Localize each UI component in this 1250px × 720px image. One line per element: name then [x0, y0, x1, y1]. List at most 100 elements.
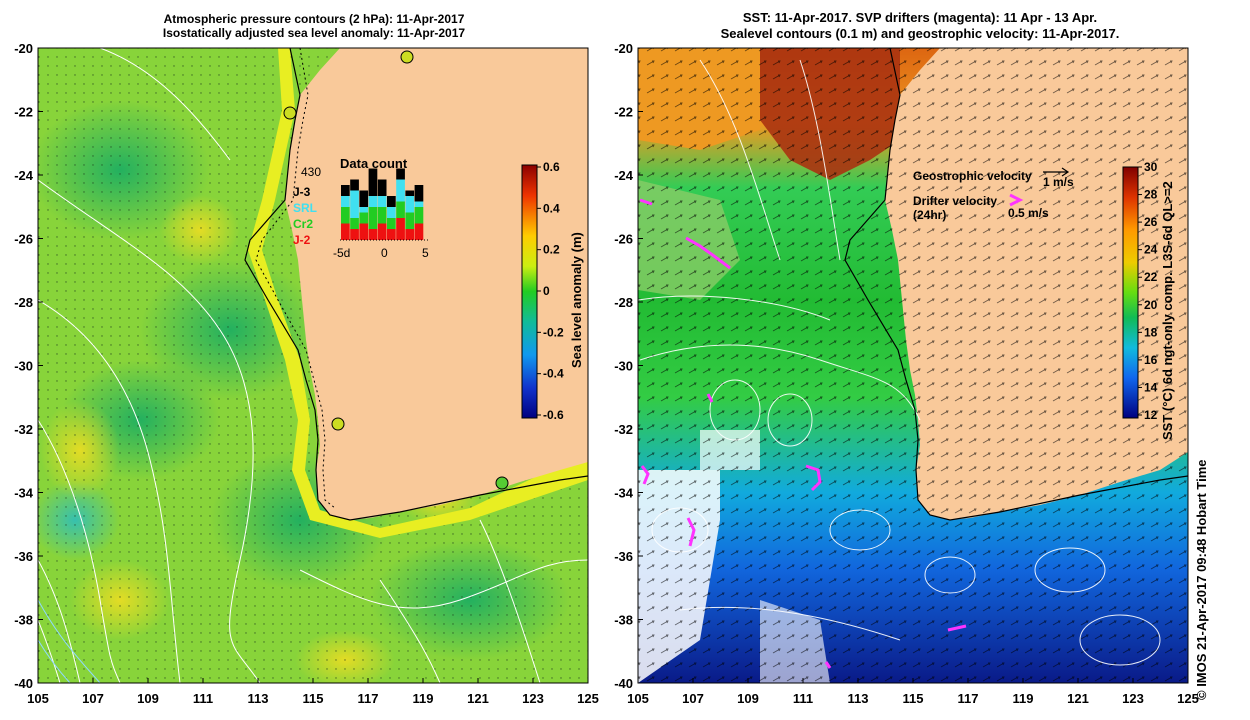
count-bar-cr2	[414, 207, 424, 224]
lon-tick-label: 105	[627, 691, 649, 706]
lon-tick-label: 113	[248, 691, 269, 706]
lat-tick-label: -32	[14, 422, 33, 437]
drifter-label-period: (24hr)	[913, 208, 946, 222]
count-bar-j2	[414, 223, 424, 240]
colorbar-tick-label: 26	[1144, 215, 1158, 229]
count-bar-j3	[405, 190, 415, 196]
lat-tick-label: -22	[614, 105, 633, 120]
colorbar-tick-label: 14	[1144, 380, 1158, 394]
sst-colorbar-ticks: 30 28 26 24 22 20 18 16 14 12	[1138, 160, 1158, 422]
lat-tick-label: -28	[14, 295, 33, 310]
count-bar-cr2	[359, 212, 369, 224]
legend-cr2: Cr2	[293, 217, 313, 231]
colorbar-tick-label: -0.6	[543, 408, 564, 422]
right-map-title: SST: 11-Apr-2017. SVP drifters (magenta)…	[620, 10, 1220, 42]
lat-tick-label: -40	[14, 676, 33, 691]
colorbar-tick-label: 0	[543, 284, 550, 298]
count-bar-j3	[341, 185, 350, 196]
coastal-anomaly-band	[248, 48, 588, 538]
colorbar-tick-label: 12	[1144, 408, 1158, 422]
tide-gauge-marker[interactable]	[400, 50, 414, 64]
count-bar-j2	[341, 223, 350, 240]
lon-tick-label: 119	[413, 691, 434, 706]
lat-tick-label: -20	[614, 41, 633, 56]
imos-credit: © IMOS 21-Apr-2017 09:48 Hobart Time	[1194, 459, 1209, 700]
count-bar-j2	[405, 229, 415, 240]
colorbar-tick-label: 22	[1144, 270, 1158, 284]
lat-tick-label: -22	[14, 105, 33, 120]
count-bar-srl	[359, 207, 369, 213]
count-bar-srl	[377, 196, 387, 207]
right-map[interactable]	[638, 48, 1188, 683]
lat-tick-label: -38	[14, 613, 33, 628]
left-title-line1: Atmospheric pressure contours (2 hPa): 1…	[163, 12, 465, 26]
sla-colorbar-label: Sea level anomaly (m)	[569, 232, 584, 368]
count-bar-cr2	[368, 207, 378, 229]
left-lat-axis: -20 -22 -24 -26 -28 -30 -32 -34 -36 -38 -40	[14, 41, 43, 691]
right-title-line1: SST: 11-Apr-2017. SVP drifters (magenta)…	[742, 10, 1098, 25]
lon-tick-label: 107	[82, 691, 104, 706]
lat-tick-label: -38	[614, 613, 633, 628]
drifter-tracks	[639, 198, 967, 669]
count-bar-srl	[341, 196, 350, 207]
data-count-total: 430	[301, 165, 321, 179]
legend-j2: J-2	[293, 233, 311, 247]
lat-tick-label: -36	[614, 549, 633, 564]
left-map-title: Atmospheric pressure contours (2 hPa): 1…	[40, 12, 588, 40]
lon-tick-label: 121	[467, 691, 489, 706]
colorbar-tick-label: -0.4	[543, 367, 564, 381]
lat-tick-label: -20	[14, 41, 33, 56]
data-count-bars	[341, 168, 424, 240]
geostrophic-scale: 1 m/s	[1043, 175, 1074, 189]
pressure-contours	[38, 48, 588, 683]
lon-tick-label: 109	[137, 691, 159, 706]
tide-gauge-marker[interactable]	[331, 417, 345, 431]
right-lat-axis: -20 -22 -24 -26 -28 -30 -32 -34 -36 -38 -40	[614, 41, 643, 691]
lon-tick-label: 115	[903, 691, 924, 706]
count-bar-j3	[350, 179, 359, 191]
lat-tick-label: -28	[614, 295, 633, 310]
geostrophic-scale-arrow	[1043, 167, 1070, 177]
lat-tick-label: -26	[614, 232, 633, 247]
lon-tick-label: 111	[793, 691, 813, 706]
inset-tick: -5d	[333, 246, 350, 260]
count-bar-srl	[396, 179, 405, 202]
colorbar-tick-label: 30	[1144, 160, 1158, 174]
legend-j3: J-3	[293, 185, 311, 199]
sla-colorbar-ticks: 0.6 0.4 0.2 0 -0.2 -0.4 -0.6	[537, 160, 564, 422]
colorbar-tick-label: 0.6	[543, 160, 560, 174]
australia-landmass	[285, 48, 588, 520]
tide-gauge-marker[interactable]	[283, 106, 297, 120]
lon-tick-label: 109	[737, 691, 759, 706]
lon-tick-label: 111	[193, 691, 213, 706]
legend-srl: SRL	[293, 201, 317, 215]
lat-tick-label: -24	[614, 168, 634, 183]
lon-tick-label: 125	[577, 691, 599, 706]
lon-tick-label: 117	[958, 691, 979, 706]
drifter-scale-arrow	[1009, 193, 1024, 207]
lon-tick-label: 119	[1013, 691, 1034, 706]
count-bar-j2	[377, 223, 387, 240]
colorbar-tick-label: -0.2	[543, 325, 564, 339]
left-map[interactable]	[30, 48, 588, 690]
colorbar-tick-label: 0.2	[543, 243, 560, 257]
lat-tick-label: -36	[14, 549, 33, 564]
count-bar-cr2	[341, 207, 350, 224]
left-title-line2: Isostatically adjusted sea level anomaly…	[162, 26, 466, 40]
right-lon-axis: 105 107 109 111 113 115 117 119 121 123 125	[627, 678, 1199, 706]
lat-tick-label: -24	[14, 168, 34, 183]
geostrophic-velocity-field	[638, 48, 1188, 683]
lon-tick-label: 115	[303, 691, 324, 706]
lat-tick-label: -30	[614, 359, 633, 374]
tide-gauge-marker[interactable]	[495, 476, 509, 490]
colorbar-tick-label: 20	[1144, 298, 1158, 312]
count-bar-srl	[368, 196, 378, 207]
velocity-legend: Geostrophic velocity 1 m/s Drifter veloc…	[913, 167, 1074, 222]
count-bar-j3	[396, 168, 405, 180]
lon-tick-label: 107	[682, 691, 704, 706]
inset-tick: 5	[422, 246, 429, 260]
count-bar-srl	[414, 201, 424, 207]
count-bar-srl	[387, 207, 396, 218]
count-bar-j2	[350, 229, 359, 240]
drifter-scale: 0.5 m/s	[1008, 206, 1049, 220]
